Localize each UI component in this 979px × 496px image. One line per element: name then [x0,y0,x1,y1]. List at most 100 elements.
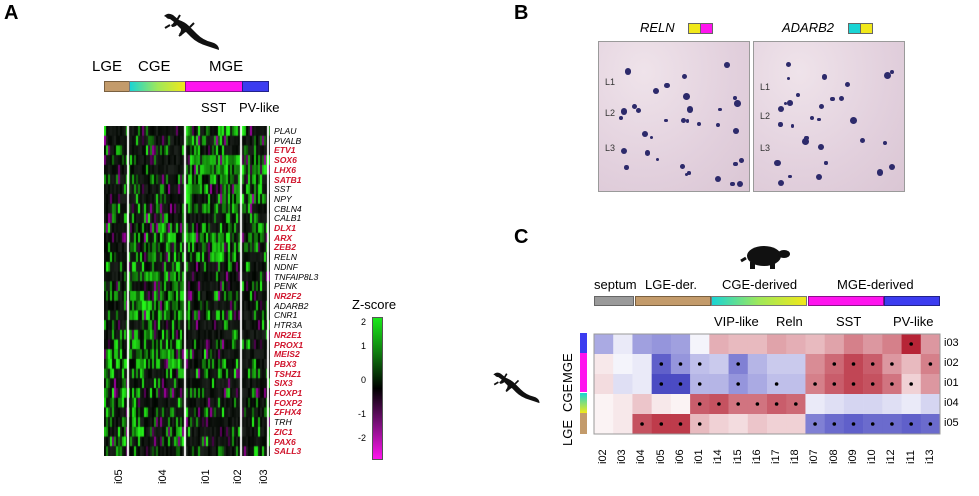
c-sidebar-lge: LGE [560,419,575,446]
stained-cell [790,124,795,128]
bar-lge [104,81,130,92]
gene-label: NR2F2 [274,291,302,301]
stained-cell [714,175,721,182]
significance-dot [832,422,837,426]
stained-cell [686,106,694,113]
stained-cell [655,157,659,161]
c-row-label: i01 [944,377,959,389]
zscore-tick: 1 [360,341,366,351]
gene-label: ETV1 [274,145,296,156]
heatmap-cell [709,334,729,355]
stained-cell [664,82,670,89]
gene-label: NR2E1 [274,329,302,340]
stained-cell [883,140,887,145]
significance-dot [851,382,856,386]
stained-cell [734,100,741,108]
significance-dot [832,382,837,386]
group-label-lge: LGE [92,58,123,75]
stained-cell [738,158,744,163]
significance-dot [794,402,798,406]
stained-cell [830,96,836,102]
significance-dot [890,362,894,366]
c-bar-septum [594,296,634,306]
heatmap-cell [882,394,902,415]
significance-dot [928,422,933,426]
stained-cell [652,88,659,95]
heatmap-cell [786,414,806,435]
bar-pv [242,81,269,92]
stained-cell [802,137,810,145]
c-group-mge: MGE-derived [837,277,914,292]
gene-label: NPY [274,193,292,204]
stained-cell [817,117,822,122]
heatmap-cell [594,374,614,395]
bar-mge [185,81,243,92]
heatmap-cell [863,394,883,415]
gene-label: SIX3 [274,378,293,389]
heatmap-cell [901,394,922,415]
gene-label: SST [274,184,291,195]
heatmap-cell [709,414,729,435]
significance-dot [890,382,894,386]
significance-dot [890,422,894,426]
heatmap-cell [651,394,672,415]
stained-cell [778,180,785,187]
c-column-label: i15 [731,449,744,464]
heatmap-cell [767,414,787,435]
significance-dot [774,402,779,406]
gene-label: CALB1 [274,213,302,224]
gene-label-adarb2: ADARB2 [782,20,835,35]
significance-dot [813,382,817,386]
stained-cell [774,159,781,167]
heatmap-cell [767,354,787,375]
heatmap-cell [632,334,652,355]
gene-label: CBLN4 [274,203,302,214]
stained-cell [682,92,690,100]
gene-label: TSHZ1 [274,368,302,379]
gene-label: SATB1 [274,174,302,185]
heatmap-a-column-label: i01 [200,469,212,484]
layer-label-l3: L3 [760,143,771,153]
layer-label-l3: L3 [605,143,616,153]
c-column-label: i03 [616,449,629,464]
heatmap-cell [632,354,652,375]
heatmap-cell [632,394,652,415]
heatmap-cell [613,374,633,395]
in-situ-image-reln: L1 L2 L3 [598,41,750,192]
heatmap-cell [709,374,729,395]
c-column-label: i11 [904,450,917,464]
significance-dot [755,402,760,406]
stained-cell [624,165,630,170]
stained-cell [733,127,739,134]
gene-label: FOXP2 [274,397,303,408]
layer-label-l1: L1 [760,82,771,92]
stained-cell [624,68,632,75]
c-column-label: i04 [635,449,648,464]
stained-cell [681,73,688,80]
panel-letter-a: A [4,2,19,24]
heatmap-cell [843,394,864,415]
layer-label-l2: L2 [760,111,771,121]
c-side-lge [580,413,587,434]
significance-dot [717,402,721,406]
stained-cell [804,135,809,140]
c-column-label: i07 [808,449,821,464]
gene-label: NDNF [274,261,298,272]
heatmap-cell [805,354,825,375]
zscore-tick: -2 [357,433,366,443]
panel-letter-c: C [514,226,529,248]
stained-cell [642,131,649,137]
stained-cell [733,161,738,167]
zscore-tick: 0 [360,375,366,385]
heatmap-cell [901,354,922,375]
c-column-label: i02 [597,449,609,464]
gene-label: RELN [274,252,297,263]
gene-label: PLAU [274,126,297,136]
stained-cell [815,174,822,181]
significance-dot [678,362,683,366]
stained-cell [889,69,894,74]
stained-cell [876,169,884,177]
significance-dot [832,362,837,366]
c-bar-lge [635,296,711,306]
heatmap-cell [670,394,691,415]
